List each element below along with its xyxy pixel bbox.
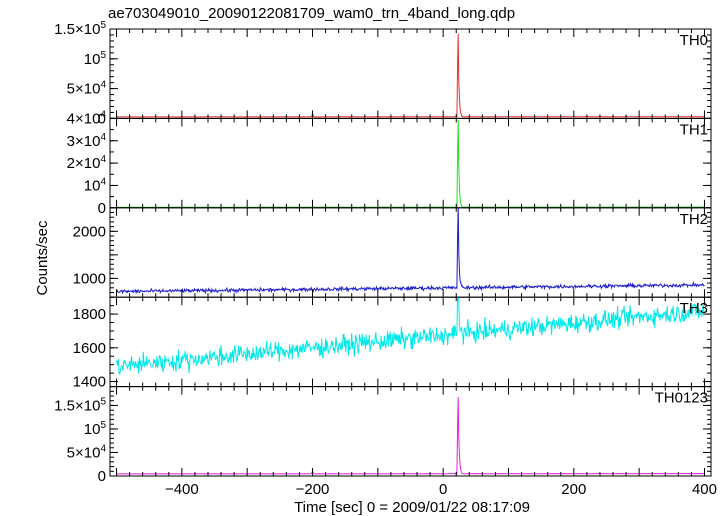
y-axis-label: Counts/sec xyxy=(34,220,51,296)
y-tick-label: 1.5×105 xyxy=(54,396,106,414)
y-tick-label: 5×104 xyxy=(67,443,107,461)
x-axis-label: Time [sec] 0 = 2009/01/22 08:17:09 xyxy=(294,499,530,516)
x-tick-label: −400 xyxy=(165,481,199,498)
y-tick-label: 5×104 xyxy=(67,80,107,98)
y-tick-label: 1600 xyxy=(73,340,106,357)
y-tick-label: 2×104 xyxy=(67,154,107,172)
y-tick-label: 1800 xyxy=(73,306,106,323)
y-tick-label: 1000 xyxy=(73,270,106,287)
panels: 0 5×104 105 1.5×105 TH0 0 104 2×104 3×104 4×104 TH… xyxy=(54,20,717,498)
y-tick-label: 4×104 xyxy=(67,109,107,127)
panel-frame xyxy=(109,28,712,119)
panel-frame xyxy=(109,117,712,209)
series-label-th1: TH1 xyxy=(680,121,708,138)
series-line-th2 xyxy=(116,207,705,295)
y-tick-label: 2000 xyxy=(73,223,106,240)
y-tick-label: 1.5×105 xyxy=(54,20,106,38)
x-tick-label: −200 xyxy=(296,481,330,498)
y-tick-label: 105 xyxy=(84,50,107,68)
series-label-th0123: TH0123 xyxy=(655,390,708,407)
chart-title: ae703049010_20090122081709_wam0_trn_4ban… xyxy=(108,5,515,22)
x-tick-label: 0 xyxy=(439,481,447,498)
panel-th1: 0 104 2×104 3×104 4×104 TH1 xyxy=(67,109,712,217)
y-tick-label: 104 xyxy=(84,176,107,194)
panel-th0123: 0 5×104 105 1.5×105 TH0123 xyxy=(54,386,712,485)
series-label-th2: TH2 xyxy=(680,211,708,228)
y-tick-label: 0 xyxy=(98,110,106,127)
y-tick-label: 1400 xyxy=(73,374,106,391)
series-line-th1 xyxy=(116,119,705,208)
series-label-th3: TH3 xyxy=(680,300,708,317)
y-tick-label: 105 xyxy=(84,420,107,438)
panel-frame xyxy=(109,207,712,298)
x-tick-label: 400 xyxy=(692,481,717,498)
series-line-th3 xyxy=(116,297,705,376)
series-label-th0: TH0 xyxy=(680,32,708,49)
panel-th0: 0 5×104 105 1.5×105 TH0 xyxy=(54,20,712,127)
x-tick-label: 200 xyxy=(561,481,586,498)
series-line-th0123 xyxy=(116,396,705,475)
y-tick-label: 3×104 xyxy=(67,132,107,150)
y-tick-label: 0 xyxy=(98,468,106,485)
series-line-th0 xyxy=(116,33,705,118)
y-tick-label: 0 xyxy=(98,200,106,217)
panel-frame xyxy=(109,386,712,477)
panel-th2: 1000 2000 TH2 xyxy=(73,207,712,298)
